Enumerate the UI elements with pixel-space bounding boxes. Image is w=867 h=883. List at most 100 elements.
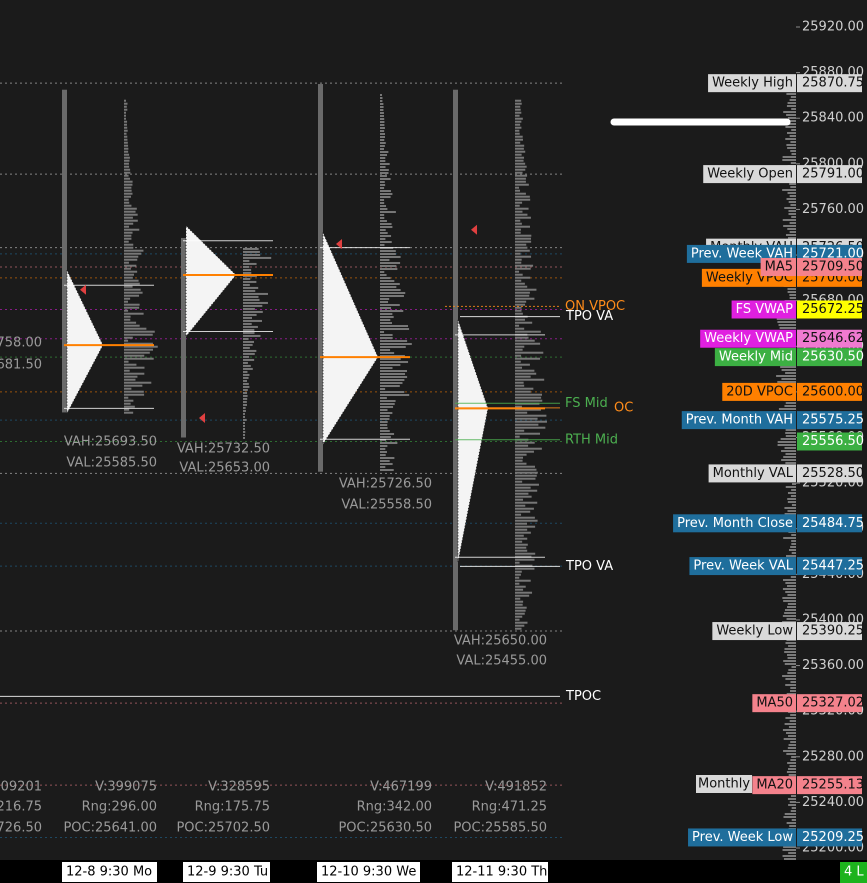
- volume-bar: [790, 204, 796, 206]
- volume-bar: [783, 660, 796, 662]
- session-volume: [243, 397, 248, 400]
- session-volume: [515, 465, 535, 468]
- session-volume: [380, 379, 405, 382]
- session-volume: [380, 211, 396, 214]
- partial-label: 758.00: [0, 336, 42, 351]
- session-volume: [515, 240, 532, 243]
- session-volume: [515, 429, 525, 432]
- session-volume: [124, 408, 130, 411]
- session-volume: [124, 201, 130, 204]
- session-volume: [515, 543, 528, 546]
- session-volume: [243, 283, 250, 286]
- volume-bar: [784, 723, 796, 725]
- level-price: 25575.25: [802, 413, 864, 428]
- level-name-box: [752, 694, 796, 713]
- volume-bar: [781, 459, 796, 461]
- session-volume: [243, 394, 248, 397]
- session-volume: [380, 364, 401, 367]
- session-volume: [243, 421, 245, 424]
- session-volume: [243, 301, 268, 304]
- session-volume: [515, 312, 523, 315]
- session-volume: [380, 358, 401, 361]
- marker: [199, 412, 205, 423]
- session-volume: [124, 261, 129, 264]
- session-volume: [380, 349, 391, 352]
- session-volume: [243, 310, 263, 313]
- level-name-box: [703, 165, 796, 184]
- level-price: 25447.25: [802, 559, 864, 574]
- range-bar: [62, 89, 67, 413]
- session-volume: [515, 288, 537, 291]
- session-volume: [515, 345, 525, 348]
- session-volume: [515, 627, 522, 630]
- session-volume: [380, 124, 385, 127]
- volume-bar: [790, 714, 796, 716]
- front-layer: 12-8 9:30 Mo 12-9 9:30 Tu 12-10 9:30 We 12-…: [62, 74, 867, 883]
- range-label: Rng:471.25: [472, 800, 547, 815]
- session-volume: [380, 214, 385, 217]
- session-volume: [124, 252, 142, 255]
- session-volume: [515, 510, 531, 513]
- volume-bar: [791, 807, 796, 809]
- session-volume: [515, 291, 530, 294]
- session-volume: [243, 265, 250, 268]
- volume-bar: [786, 753, 796, 755]
- range-label: Rng:342.00: [357, 800, 432, 815]
- session-volume: [124, 150, 129, 153]
- session-volume: [124, 213, 138, 216]
- session-volume: [380, 406, 394, 409]
- session-volume: [515, 198, 531, 201]
- volume-bar: [787, 747, 796, 749]
- volume-bar: [785, 678, 796, 680]
- session-volume: [515, 168, 526, 171]
- session-volume: [124, 348, 153, 351]
- volume-bar: [784, 447, 796, 449]
- session-volume: [380, 337, 393, 340]
- volume-bar: [791, 756, 796, 758]
- session-volume: [124, 303, 140, 306]
- session-volume: [380, 442, 398, 445]
- session-volume: [380, 163, 390, 166]
- range-bar: [453, 89, 458, 631]
- session-volume: [380, 304, 400, 307]
- session-volume: [380, 454, 386, 457]
- session-volume: [515, 504, 526, 507]
- session-volume: [515, 411, 528, 414]
- session-volume: [243, 325, 258, 328]
- session-volume: [380, 319, 391, 322]
- volume-bar: [781, 378, 796, 380]
- session-volume: [380, 139, 385, 142]
- session-volume: [515, 609, 526, 612]
- session-volume: [515, 114, 520, 117]
- session-volume: [124, 114, 126, 117]
- session-volume: [515, 381, 524, 384]
- session-volume: [380, 391, 405, 394]
- session-volume: [380, 283, 400, 286]
- volume-bar: [784, 405, 796, 407]
- session-volume: [124, 168, 131, 171]
- volume-bar: [784, 507, 796, 509]
- y-tick-label: 25360.00: [802, 658, 864, 673]
- session-volume: [515, 621, 528, 624]
- volume-bar: [786, 105, 796, 107]
- session-volume: [124, 153, 130, 156]
- session-volume: [515, 513, 522, 516]
- session-volume: [515, 372, 537, 375]
- session-volume: [243, 409, 246, 412]
- session-volume: [380, 235, 392, 238]
- session-volume: [380, 154, 388, 157]
- session-volume: [380, 271, 385, 274]
- status-label: 4 L: [844, 865, 864, 880]
- volume-bar: [788, 744, 796, 746]
- level-price: 25709.50: [802, 260, 864, 275]
- session-volume: [124, 192, 133, 195]
- volume-bar: [789, 720, 796, 722]
- y-tick-label: 25760.00: [802, 202, 864, 217]
- tpo-profile: [457, 319, 489, 563]
- volume-bar: [791, 540, 796, 542]
- session-volume: [380, 367, 393, 370]
- volume-bar: [786, 693, 796, 695]
- level-price: 25255.13: [802, 778, 864, 793]
- level-price-box: [797, 432, 862, 451]
